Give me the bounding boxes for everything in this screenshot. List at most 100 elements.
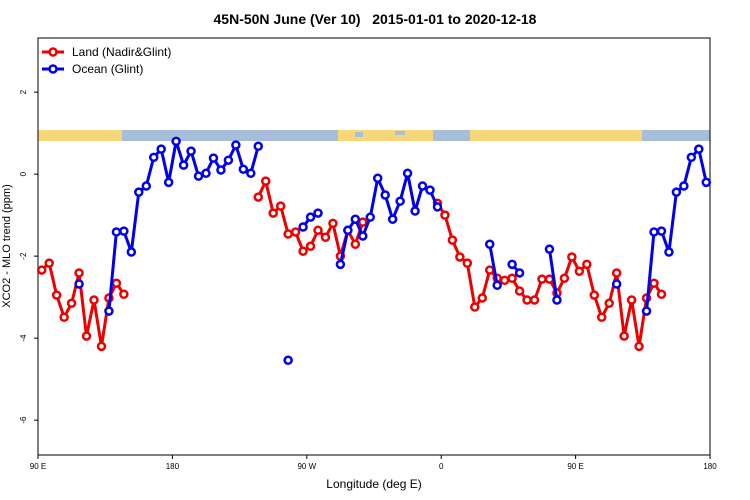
point	[290, 227, 301, 237]
point	[619, 331, 629, 341]
point	[44, 258, 54, 268]
plot-frame	[37, 37, 711, 456]
point	[305, 212, 316, 222]
point	[410, 206, 420, 216]
point	[119, 289, 129, 300]
point	[148, 152, 159, 163]
point	[477, 293, 488, 303]
point	[641, 306, 652, 316]
point	[529, 295, 540, 305]
point	[343, 225, 353, 236]
point	[611, 268, 622, 278]
point	[626, 295, 637, 305]
point	[596, 312, 607, 322]
point	[208, 153, 219, 163]
point	[664, 247, 674, 257]
point	[126, 247, 137, 257]
point	[283, 229, 293, 239]
point	[328, 218, 338, 229]
point	[395, 196, 405, 206]
point	[440, 210, 450, 220]
point	[686, 152, 697, 163]
point	[537, 274, 547, 284]
series	[74, 136, 712, 366]
point	[447, 235, 458, 245]
point	[492, 280, 502, 290]
point	[223, 155, 234, 165]
x-tick-label: 0	[439, 462, 444, 471]
point	[552, 295, 562, 305]
point	[246, 168, 256, 179]
point	[141, 181, 152, 191]
point	[544, 274, 555, 284]
point	[163, 177, 174, 188]
point	[387, 214, 398, 224]
x-tick-label: 180	[703, 462, 717, 471]
point	[611, 279, 622, 289]
point	[313, 225, 323, 236]
y-tick-label: -6	[19, 416, 28, 424]
point	[358, 217, 368, 227]
point	[238, 164, 249, 174]
point	[201, 168, 211, 179]
point	[81, 331, 92, 341]
legend-marker	[48, 64, 58, 74]
point	[66, 298, 77, 309]
point	[193, 171, 204, 181]
point	[507, 273, 517, 284]
point	[59, 312, 69, 322]
point	[470, 302, 480, 312]
x-tick-label: 90 W	[297, 462, 316, 471]
point	[134, 187, 144, 197]
point	[604, 298, 614, 309]
point	[350, 239, 361, 249]
point	[380, 190, 390, 200]
series-line	[488, 243, 499, 286]
x-axis-label: Longitude (deg E)	[326, 477, 421, 491]
point	[275, 201, 286, 211]
point	[74, 268, 84, 278]
point	[417, 181, 428, 191]
point	[186, 146, 196, 156]
point	[89, 295, 99, 305]
point	[582, 259, 592, 270]
series	[36, 176, 667, 352]
point	[253, 192, 264, 202]
point	[507, 259, 517, 270]
point	[74, 279, 84, 289]
point	[484, 265, 495, 275]
point	[455, 252, 465, 262]
point	[649, 278, 659, 288]
y-tick-label: -2	[19, 252, 28, 260]
x-tick-label: 90 E	[567, 462, 583, 471]
point	[559, 273, 570, 284]
x-tick-label: 180	[166, 462, 180, 471]
y-tick-label: 0	[19, 171, 28, 176]
point	[499, 275, 510, 286]
legend-label: Land (Nadir&Glint)	[72, 45, 171, 59]
point	[514, 268, 525, 278]
point	[231, 140, 241, 150]
point	[462, 258, 473, 268]
point	[268, 208, 278, 218]
point	[156, 144, 166, 154]
point	[425, 185, 435, 195]
point	[365, 212, 376, 222]
point	[694, 144, 704, 154]
point	[514, 286, 525, 296]
point	[171, 136, 181, 147]
y-axis-label: XCO2 - MLO trend (ppm)	[1, 184, 13, 307]
point	[119, 226, 129, 236]
legend-label: Ocean (Glint)	[72, 62, 143, 76]
point	[320, 232, 331, 243]
point	[111, 278, 122, 288]
point	[36, 265, 47, 275]
point	[671, 187, 682, 197]
point	[634, 341, 644, 352]
point	[51, 290, 62, 300]
point	[111, 227, 122, 237]
chart-title: 45N-50N June (Ver 10) 2015-01-01 to 2020…	[214, 11, 537, 27]
point	[701, 177, 712, 188]
point	[298, 222, 308, 232]
point	[656, 226, 667, 236]
